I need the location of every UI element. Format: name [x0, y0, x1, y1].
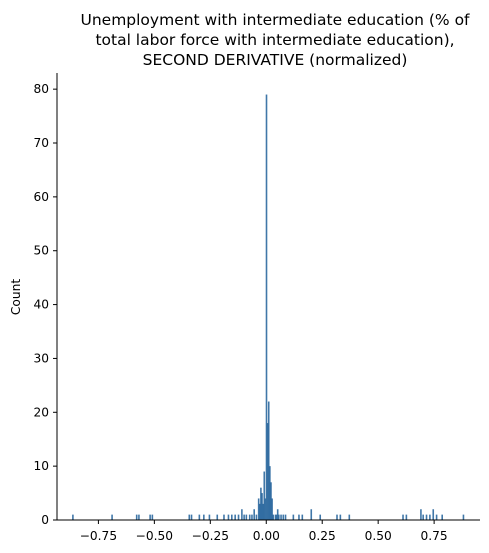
histogram-bar: [208, 514, 211, 520]
histogram-bar: [255, 514, 258, 520]
histogram-bar: [227, 514, 230, 520]
y-axis-label: Count: [9, 279, 23, 315]
histogram-bar: [425, 514, 428, 520]
histogram-bar: [72, 514, 74, 520]
histogram-bar: [336, 514, 338, 520]
histogram-bar: [266, 423, 269, 520]
histogram-bar: [264, 498, 267, 520]
histogram-bar: [237, 514, 240, 520]
histogram-bar: [251, 514, 253, 520]
histogram-bar: [188, 514, 191, 520]
histogram-bar: [216, 514, 219, 520]
histogram-bar: [435, 514, 438, 520]
histogram-bar: [272, 514, 275, 520]
x-tick-label: 0.50: [365, 529, 392, 543]
histogram-bar: [241, 509, 243, 520]
y-tick-label: 10: [33, 459, 49, 473]
y-tick-label: 20: [33, 405, 49, 419]
histogram-bar: [429, 514, 431, 520]
histogram-bar: [284, 514, 287, 520]
histogram-bar: [402, 514, 404, 520]
histogram-bar: [151, 514, 154, 520]
histogram-bar: [282, 514, 285, 520]
y-axis-ticks: 0 10 20 30 40 50 60 70 80: [33, 82, 57, 527]
x-tick-label: −0.50: [136, 529, 173, 543]
histogram-bar: [422, 514, 424, 520]
histogram-bar: [111, 514, 113, 520]
histogram-bar: [348, 514, 351, 520]
histogram-bars: [72, 94, 465, 520]
histogram-bar: [234, 514, 236, 520]
title-line-1: Unemployment with intermediate education…: [80, 11, 470, 29]
title-line-2: total labor force with intermediate educ…: [95, 31, 454, 49]
y-tick-label: 80: [33, 82, 49, 96]
histogram-bar: [420, 509, 422, 520]
x-tick-label: 0.25: [309, 529, 336, 543]
histogram-bar: [405, 514, 408, 520]
x-tick-label: 0.00: [253, 529, 280, 543]
histogram-bar: [280, 514, 282, 520]
y-tick-label: 30: [33, 351, 49, 365]
histogram-bar: [260, 487, 262, 520]
histogram-bar: [432, 509, 435, 520]
histogram-bar: [274, 514, 277, 520]
histogram-bar: [223, 514, 225, 520]
histogram-bar: [276, 509, 279, 520]
histogram-bar: [298, 514, 300, 520]
histogram-bar: [319, 514, 322, 520]
title-line-3: SECOND DERIVATIVE (normalized): [143, 51, 408, 69]
histogram-bar: [231, 514, 233, 520]
histogram-bar: [261, 493, 263, 520]
x-tick-label: −0.25: [192, 529, 229, 543]
histogram-bar: [262, 503, 264, 520]
histogram-bar: [190, 514, 193, 520]
histogram-bar: [149, 514, 151, 520]
y-tick-label: 50: [33, 244, 49, 258]
histogram-bar: [265, 94, 268, 520]
histogram-bar: [270, 482, 272, 520]
histogram-bar: [269, 466, 271, 520]
histogram-bar: [278, 514, 280, 520]
histogram-bar: [441, 514, 443, 520]
histogram-bar: [243, 514, 245, 520]
histogram-bar: [248, 514, 251, 520]
histogram-bar: [135, 514, 138, 520]
x-tick-label: −0.75: [80, 529, 117, 543]
chart-title: Unemployment with intermediate education…: [80, 11, 470, 69]
histogram-bar: [245, 514, 248, 520]
histogram-bar: [339, 514, 342, 520]
x-tick-label: 0.75: [421, 529, 448, 543]
histogram-bar: [198, 514, 201, 520]
histogram-bar: [301, 514, 304, 520]
y-tick-label: 0: [41, 513, 49, 527]
x-axis-ticks: −0.75 −0.50 −0.25 0.00 0.25 0.50 0.75: [80, 520, 448, 543]
histogram-bar: [257, 498, 260, 520]
histogram-bar: [310, 509, 313, 520]
histogram-bar: [271, 498, 273, 520]
histogram-bar: [263, 471, 266, 520]
histogram-bar: [203, 514, 205, 520]
histogram-bar: [275, 514, 278, 520]
histogram-bar: [258, 503, 261, 520]
histogram-bar: [462, 514, 465, 520]
histogram-bar: [253, 509, 255, 520]
histogram-bar: [292, 514, 295, 520]
histogram-bar: [267, 401, 270, 520]
y-tick-label: 40: [33, 298, 49, 312]
y-tick-label: 70: [33, 136, 49, 150]
histogram-bar: [138, 514, 140, 520]
y-tick-label: 60: [33, 190, 49, 204]
